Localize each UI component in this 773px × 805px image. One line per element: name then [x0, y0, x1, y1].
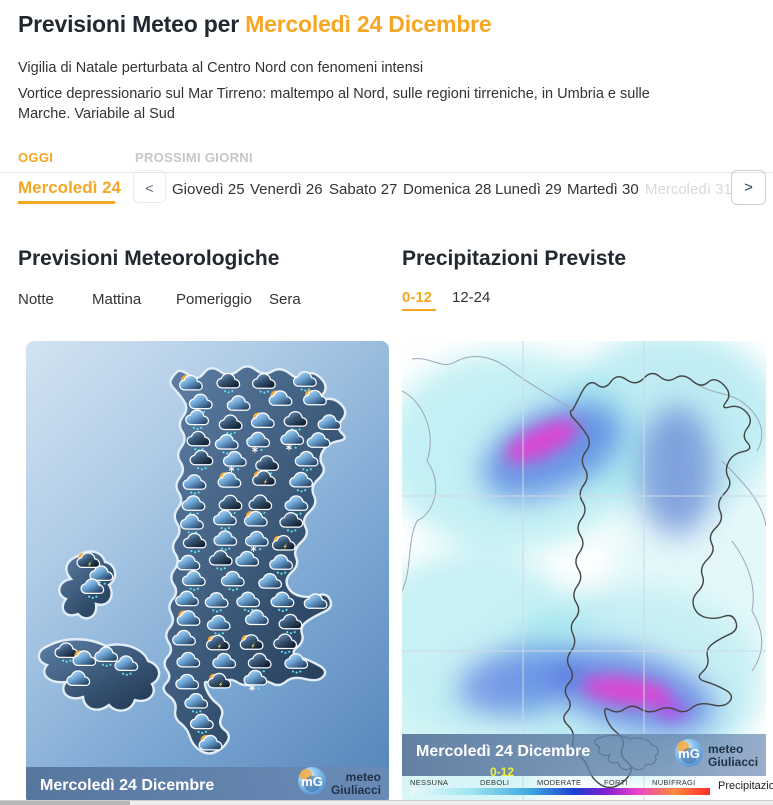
svg-text:mG: mG — [678, 746, 700, 761]
svg-text:mG: mG — [301, 774, 323, 789]
